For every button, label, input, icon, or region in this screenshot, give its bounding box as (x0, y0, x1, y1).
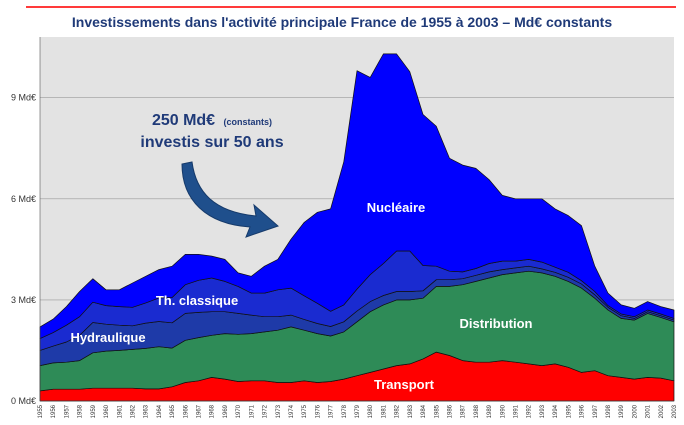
annotation-line2: investis sur 50 ans (140, 134, 283, 151)
x-tick-label: 1995 (566, 404, 572, 418)
y-tick-label: 9 Md€ (11, 93, 36, 103)
chart-title: Investissements dans l'activité principa… (71, 14, 613, 30)
label-nucleaire: Nucléaire (367, 200, 426, 215)
x-tick-label: 1983 (408, 404, 414, 418)
x-tick-label: 1980 (368, 404, 374, 418)
x-tick-label: 1960 (104, 404, 110, 418)
y-tick-label: 3 Md€ (11, 295, 36, 305)
x-tick-label: 1962 (131, 404, 137, 418)
x-tick-label: 2000 (632, 404, 638, 418)
x-tick-label: 1974 (289, 404, 295, 418)
x-tick-label: 1966 (183, 404, 189, 418)
curved-arrow-icon (181, 161, 279, 238)
x-tick-label: 1993 (540, 404, 546, 418)
x-tick-label: 1997 (593, 404, 599, 418)
x-tick-label: 1965 (170, 404, 176, 418)
x-tick-label: 1998 (606, 404, 612, 418)
annotation-line1: 250 Md€ (constants) (152, 112, 272, 129)
x-tick-label: 1977 (329, 404, 335, 418)
label-distribution: Distribution (460, 316, 533, 331)
x-tick-label: 1976 (315, 404, 321, 418)
x-tick-label: 1964 (157, 404, 163, 418)
x-tick-label: 1991 (514, 404, 520, 418)
x-tick-label: 1972 (263, 404, 269, 418)
x-tick-label: 1969 (223, 404, 229, 418)
x-tick-label: 1970 (236, 404, 242, 418)
area-series (39, 53, 675, 402)
x-tick-label: 1963 (144, 404, 150, 418)
x-tick-label: 2003 (672, 404, 678, 418)
x-tick-label: 1987 (461, 404, 467, 418)
label-th-classique: Th. classique (156, 293, 238, 308)
x-tick-label: 1973 (276, 404, 282, 418)
y-tick-label: 6 Md€ (11, 194, 36, 204)
x-tick-label: 1959 (91, 404, 97, 418)
label-transport: Transport (374, 377, 435, 392)
x-tick-label: 1988 (474, 404, 480, 418)
x-tick-label: 1989 (487, 404, 493, 418)
x-tick-label: 1990 (500, 404, 506, 418)
x-tick-label: 1955 (38, 404, 44, 418)
x-tick-label: 1958 (78, 404, 84, 418)
x-tick-label: 1968 (210, 404, 216, 418)
label-hydraulique: Hydraulique (70, 330, 145, 345)
x-tick-label: 1971 (249, 404, 255, 418)
x-tick-label: 1975 (302, 404, 308, 418)
y-tick-labels: 0 Md€ 3 Md€ 6 Md€ 9 Md€ (11, 93, 36, 406)
y-tick-label: 0 Md€ (11, 396, 36, 406)
x-tick-label: 1984 (421, 404, 427, 418)
x-tick-label: 1956 (51, 404, 57, 418)
x-tick-label: 1999 (619, 404, 625, 418)
x-tick-label: 1961 (117, 404, 123, 418)
x-tick-label: 2001 (646, 404, 652, 418)
x-tick-label: 1967 (197, 404, 203, 418)
x-tick-label: 1992 (527, 404, 533, 418)
title-rule (26, 6, 676, 8)
x-tick-label: 1978 (342, 404, 348, 418)
x-tick-label: 1986 (448, 404, 454, 418)
x-tick-label: 1994 (553, 404, 559, 418)
x-tick-label: 1979 (355, 404, 361, 418)
x-tick-label: 1996 (580, 404, 586, 418)
x-tick-label: 1981 (381, 404, 387, 418)
x-tick-labels: 1955 1956 1957 1958 1959 1960 1961 1962 1963 1964… (38, 404, 678, 418)
x-tick-label: 1985 (434, 404, 440, 418)
x-tick-label: 2002 (659, 404, 665, 418)
x-tick-label: 1982 (395, 404, 401, 418)
x-tick-label: 1957 (64, 404, 70, 418)
area-nucl-aire (39, 53, 675, 339)
